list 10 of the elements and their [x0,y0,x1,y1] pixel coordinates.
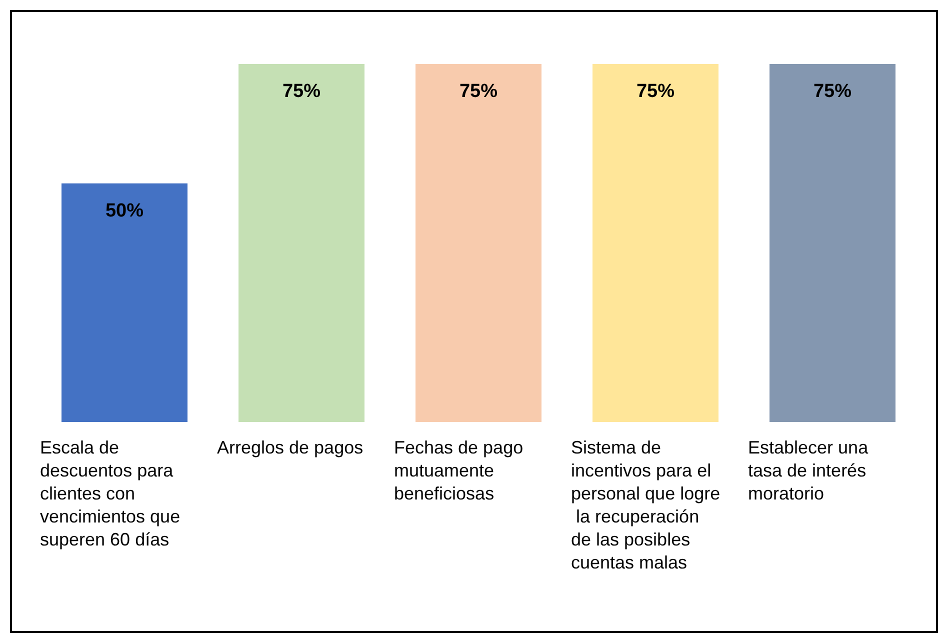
x-tick-label: Fechas de pago mutuamente beneficiosas [394,438,528,504]
x-tick-label: Establecer una tasa de interés moratorio [748,438,874,504]
x-tick-label: Arreglos de pagos [217,438,364,458]
x-tick-label: Escala de descuentos para clientes con vencimientos que superen 60 días [40,438,186,550]
x-tick-label: Sistema de incentivos para el personal que logre la recuperación de las posibles cuentas malas [571,438,720,572]
data-label: 75% [636,81,675,102]
data-label: 50% [105,200,144,222]
data-label: 75% [813,81,852,102]
data-label: 75% [282,81,321,102]
data-label: 75% [459,81,498,102]
